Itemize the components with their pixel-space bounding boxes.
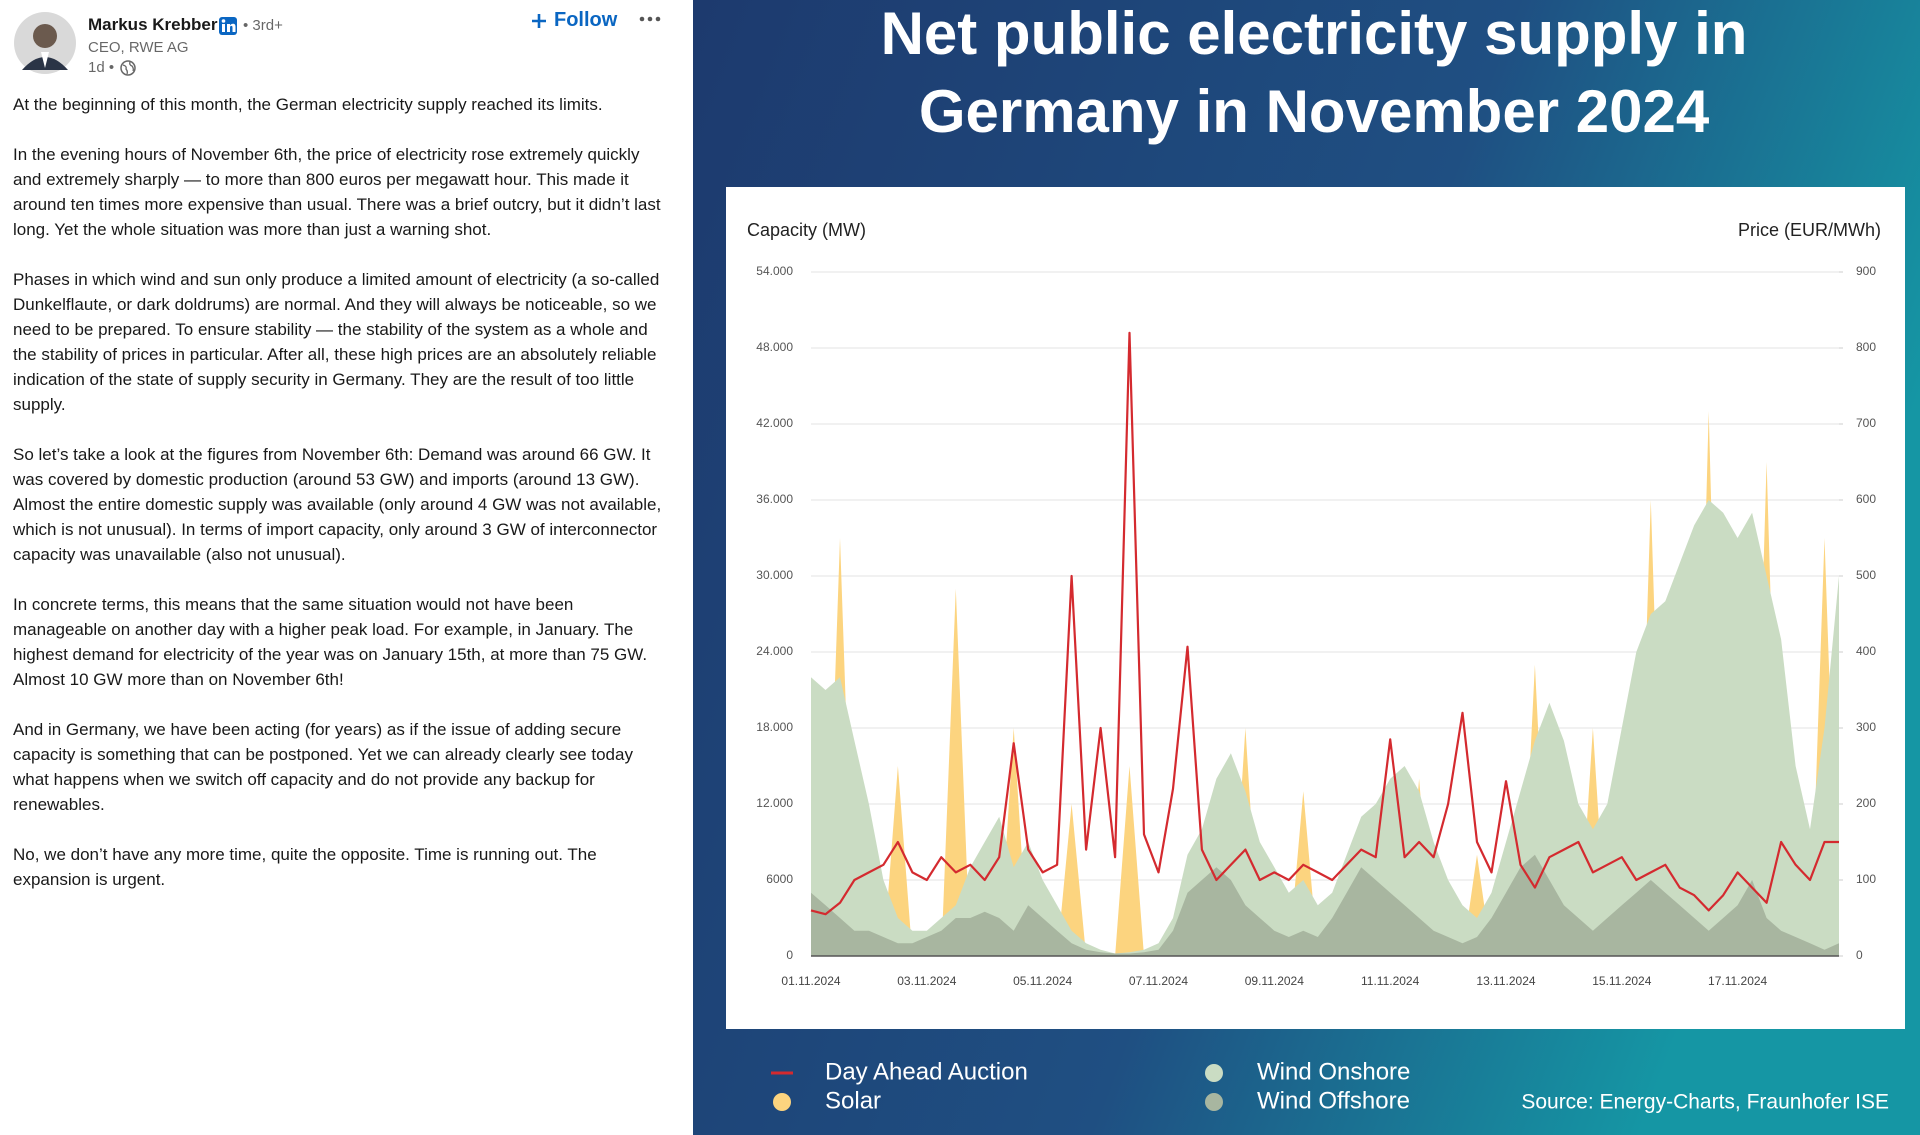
x-tick-label: 13.11.2024 xyxy=(1476,974,1535,988)
y-tick-label: 30.000 xyxy=(756,568,793,582)
source-note: Source: Energy-Charts, Fraunhofer ISE xyxy=(1521,1091,1889,1114)
post-paragraph: So let’s take a look at the figures from… xyxy=(13,445,662,564)
legend-label: Wind Offshore xyxy=(1257,1087,1410,1114)
chart-title: Net public electricity supply in Germany … xyxy=(881,0,1748,145)
legend-label: Day Ahead Auction xyxy=(825,1058,1028,1085)
area-series xyxy=(811,500,1839,956)
y2-tick-label: 800 xyxy=(1856,340,1876,354)
y2-tick-label: 900 xyxy=(1856,264,1876,278)
legend-label: Wind Onshore xyxy=(1257,1058,1410,1085)
y-tick-label: 36.000 xyxy=(756,492,793,506)
y-tick-label: 6000 xyxy=(766,872,793,886)
author-headline: CEO, RWE AG xyxy=(88,39,189,56)
post-image: Net public electricity supply in Germany … xyxy=(693,0,1920,1135)
y2-tick-label: 0 xyxy=(1856,948,1863,962)
legend-swatch xyxy=(1205,1093,1223,1111)
y2-tick-label: 100 xyxy=(1856,872,1876,886)
y-axis-label: Capacity (MW) xyxy=(747,220,866,240)
x-tick-label: 17.11.2024 xyxy=(1708,974,1767,988)
y-tick-label: 0 xyxy=(786,948,793,962)
legend-swatch xyxy=(773,1093,791,1111)
chart: Net public electricity supply in Germany … xyxy=(693,0,1920,1135)
avatar[interactable] xyxy=(14,12,76,74)
y-tick-label: 18.000 xyxy=(756,720,793,734)
post-paragraph: No, we don’t have any more time, quite t… xyxy=(13,845,597,889)
linkedin-badge xyxy=(219,17,237,35)
y2-tick-label: 200 xyxy=(1856,796,1876,810)
post-paragraph: In concrete terms, this means that the s… xyxy=(13,595,648,689)
x-tick-label: 07.11.2024 xyxy=(1129,974,1188,988)
y-tick-label: 24.000 xyxy=(756,644,793,658)
chart-title-line: Net public electricity supply in xyxy=(881,0,1748,67)
x-tick-label: 11.11.2024 xyxy=(1361,974,1420,988)
y2-tick-label: 300 xyxy=(1856,720,1876,734)
area-series xyxy=(811,854,1839,956)
connection-degree: • 3rd+ xyxy=(243,17,283,34)
follow-button[interactable]: Follow xyxy=(554,9,618,31)
legend-swatch xyxy=(1205,1064,1223,1082)
y-tick-label: 12.000 xyxy=(756,796,793,810)
y-tick-label: 48.000 xyxy=(756,340,793,354)
legend-label: Solar xyxy=(825,1087,881,1114)
x-tick-label: 01.11.2024 xyxy=(781,974,840,988)
chart-title-line: Germany in November 2024 xyxy=(919,78,1710,145)
x-tick-label: 03.11.2024 xyxy=(897,974,956,988)
x-tick-label: 15.11.2024 xyxy=(1592,974,1651,988)
line-series xyxy=(810,331,1839,916)
y-tick-label: 54.000 xyxy=(756,264,793,278)
post-paragraph: And in Germany, we have been acting (for… xyxy=(13,720,633,814)
post-paragraph: In the evening hours of November 6th, th… xyxy=(13,145,661,239)
y2-tick-label: 600 xyxy=(1856,492,1876,506)
y-tick-label: 42.000 xyxy=(756,416,793,430)
y2-axis-label: Price (EUR/MWh) xyxy=(1738,220,1881,240)
post-panel: Markus Krebber • 3rd+ CEO, RWE AG 1d • F… xyxy=(0,0,693,1135)
y2-tick-label: 500 xyxy=(1856,568,1876,582)
x-tick-label: 05.11.2024 xyxy=(1013,974,1072,988)
post-paragraph: At the beginning of this month, the Germ… xyxy=(13,95,603,114)
x-tick-label: 09.11.2024 xyxy=(1245,974,1304,988)
follow-plus[interactable] xyxy=(530,12,548,30)
post-paragraph: Phases in which wind and sun only produc… xyxy=(13,270,660,414)
author-name[interactable]: Markus Krebber xyxy=(88,15,218,34)
y2-tick-label: 700 xyxy=(1856,416,1876,430)
y2-tick-label: 400 xyxy=(1856,644,1876,658)
post-body: At the beginning of this month, the Germ… xyxy=(13,92,668,917)
post-time: 1d • xyxy=(88,59,115,76)
more-menu[interactable] xyxy=(638,14,662,24)
globe-icon xyxy=(120,60,136,76)
